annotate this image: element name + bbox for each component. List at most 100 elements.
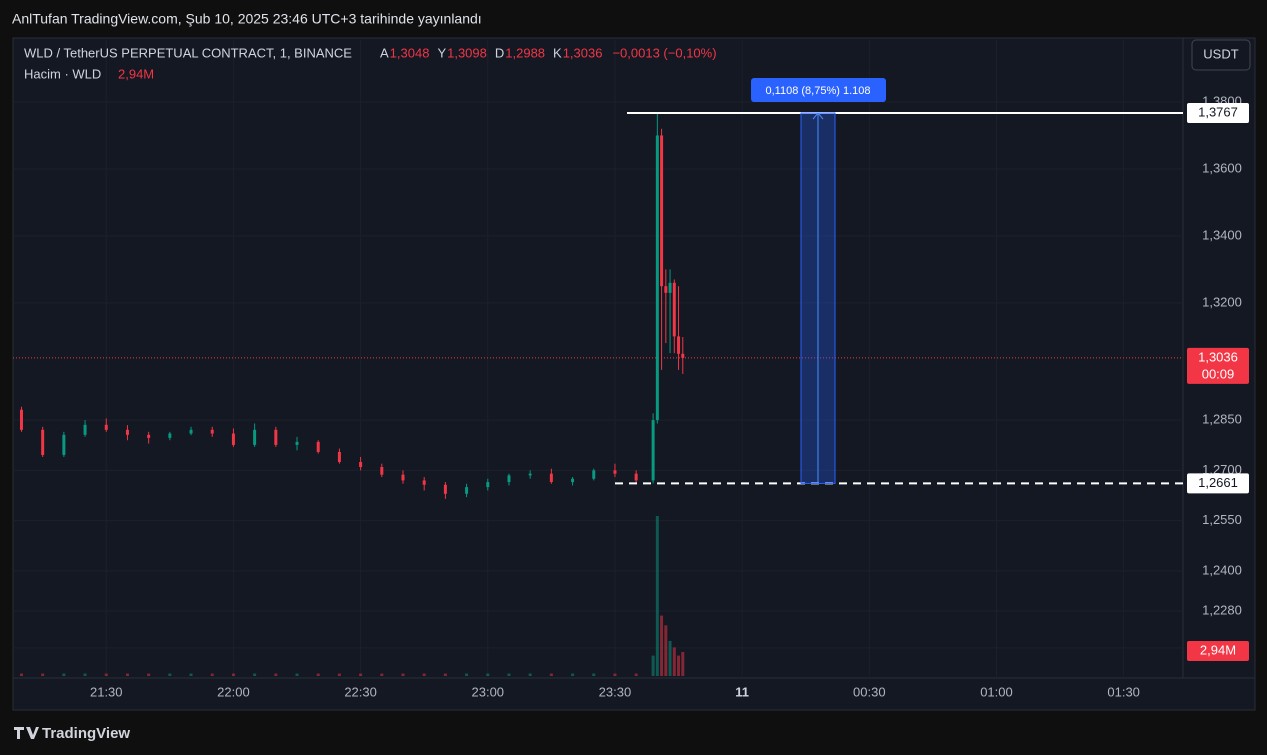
low-level-label-box <box>1187 473 1249 494</box>
candle-body <box>19 409 23 430</box>
y-tick-label: 1,2400 <box>1202 562 1242 577</box>
y-tick-label: 1,3400 <box>1202 227 1242 242</box>
volume-bar <box>651 655 655 676</box>
candle-body <box>664 286 668 293</box>
candle-body <box>380 467 384 475</box>
volume-bar <box>613 673 617 676</box>
volume-bar <box>210 673 214 676</box>
candle-body <box>668 282 672 293</box>
chart-panel <box>12 37 1256 711</box>
ohlc-value: 1,3048 <box>390 45 430 60</box>
measure-label-box <box>751 78 886 102</box>
candle-body <box>528 473 532 476</box>
volume-bar <box>549 673 553 676</box>
volume-label: 2,94M <box>1200 642 1236 657</box>
volume-bar <box>401 673 405 676</box>
volume-bar <box>62 673 66 676</box>
y-tick-label: 1,2550 <box>1202 512 1242 527</box>
x-tick-label: 11 <box>735 684 749 699</box>
last-price-box <box>1187 347 1249 384</box>
volume-bar <box>125 673 129 676</box>
volume-bar <box>634 673 638 676</box>
candle-body <box>507 475 511 483</box>
x-tick-label: 01:30 <box>1107 684 1140 699</box>
high-level-label-box <box>1187 103 1249 124</box>
currency[interactable]: USDT <box>1203 46 1238 61</box>
y-tick-label: 1,2700 <box>1202 462 1242 477</box>
volume-bar <box>677 655 681 676</box>
brand: TradingView <box>42 725 130 742</box>
candle-body <box>295 441 299 445</box>
candle-body <box>104 424 108 430</box>
volume-bar <box>168 673 172 676</box>
volume-bar <box>380 673 384 676</box>
volume-bar <box>486 673 490 676</box>
volume-bar <box>147 673 151 676</box>
volume-bar <box>253 673 257 676</box>
volume-bar <box>672 647 676 676</box>
volume-bar <box>422 673 426 676</box>
volume-label-box <box>1187 641 1249 661</box>
ohlc-key: Y <box>437 45 446 60</box>
volume-legend: 2,94M <box>118 66 154 81</box>
volume-bar <box>83 673 87 676</box>
x-tick-label: 22:30 <box>344 684 377 699</box>
candle-body <box>613 470 617 474</box>
publish-note: AnlTufan TradingView.com, Şub 10, 2025 2… <box>12 11 482 27</box>
candle-body <box>337 451 341 462</box>
high-level-label: 1,3767 <box>1198 104 1238 119</box>
volume-bar <box>316 673 320 676</box>
y-tick-label: 1,2850 <box>1202 412 1242 427</box>
low-level-label: 1,2661 <box>1198 475 1238 490</box>
candle-body <box>571 478 575 483</box>
candle-body <box>253 429 257 445</box>
candle-body <box>316 441 320 452</box>
candle-body <box>486 482 490 488</box>
plot: 0,1108 (8,75%) 1.108 <box>13 78 1183 676</box>
volume-bar <box>660 615 664 676</box>
ohlc-value: 1,2988 <box>505 45 545 60</box>
candle-body <box>634 473 638 481</box>
candle-body <box>125 429 129 435</box>
x-tick-label: 22:00 <box>217 684 250 699</box>
candle-body <box>401 474 405 481</box>
candle-body <box>41 429 45 455</box>
volume-bar <box>465 673 469 676</box>
candle-body <box>147 434 151 438</box>
volume-bar <box>681 652 685 676</box>
volume-bar <box>104 673 108 676</box>
change: −0,0013 (−0,10%) <box>612 45 716 60</box>
candle-body <box>422 480 426 485</box>
candle-body <box>359 461 363 468</box>
volume-bar <box>295 673 299 676</box>
currency-button[interactable] <box>1191 39 1251 71</box>
candle-body <box>549 473 553 483</box>
y-tick-label: 1,3200 <box>1202 294 1242 309</box>
last-price-label: 1,3036 <box>1198 349 1238 364</box>
volume-bar <box>528 673 532 676</box>
ohlc-value: 1,3098 <box>447 45 487 60</box>
y-tick-label: 1,2280 <box>1202 602 1242 617</box>
countdown: 00:09 <box>1202 366 1235 381</box>
volume-bar <box>231 673 235 676</box>
candle-body <box>677 336 681 354</box>
ohlc-key: K <box>553 45 562 60</box>
ohlc-key: A <box>380 45 389 60</box>
logo <box>14 727 39 739</box>
volume-bar <box>359 673 363 676</box>
volume-bar <box>189 673 193 676</box>
candle-body <box>83 424 87 435</box>
x-tick-label: 23:00 <box>472 684 505 699</box>
candle-body <box>274 429 278 445</box>
candle-body <box>210 429 214 434</box>
x-tick-label: 21:30 <box>90 684 123 699</box>
measure-arrowhead <box>812 112 824 120</box>
candle-body <box>168 433 172 438</box>
volume-bar <box>19 673 23 676</box>
ohlc-value: 1,3036 <box>563 45 603 60</box>
candle-body <box>681 353 685 358</box>
candle-body <box>465 487 469 494</box>
y-tick-label: 1,3600 <box>1202 160 1242 175</box>
